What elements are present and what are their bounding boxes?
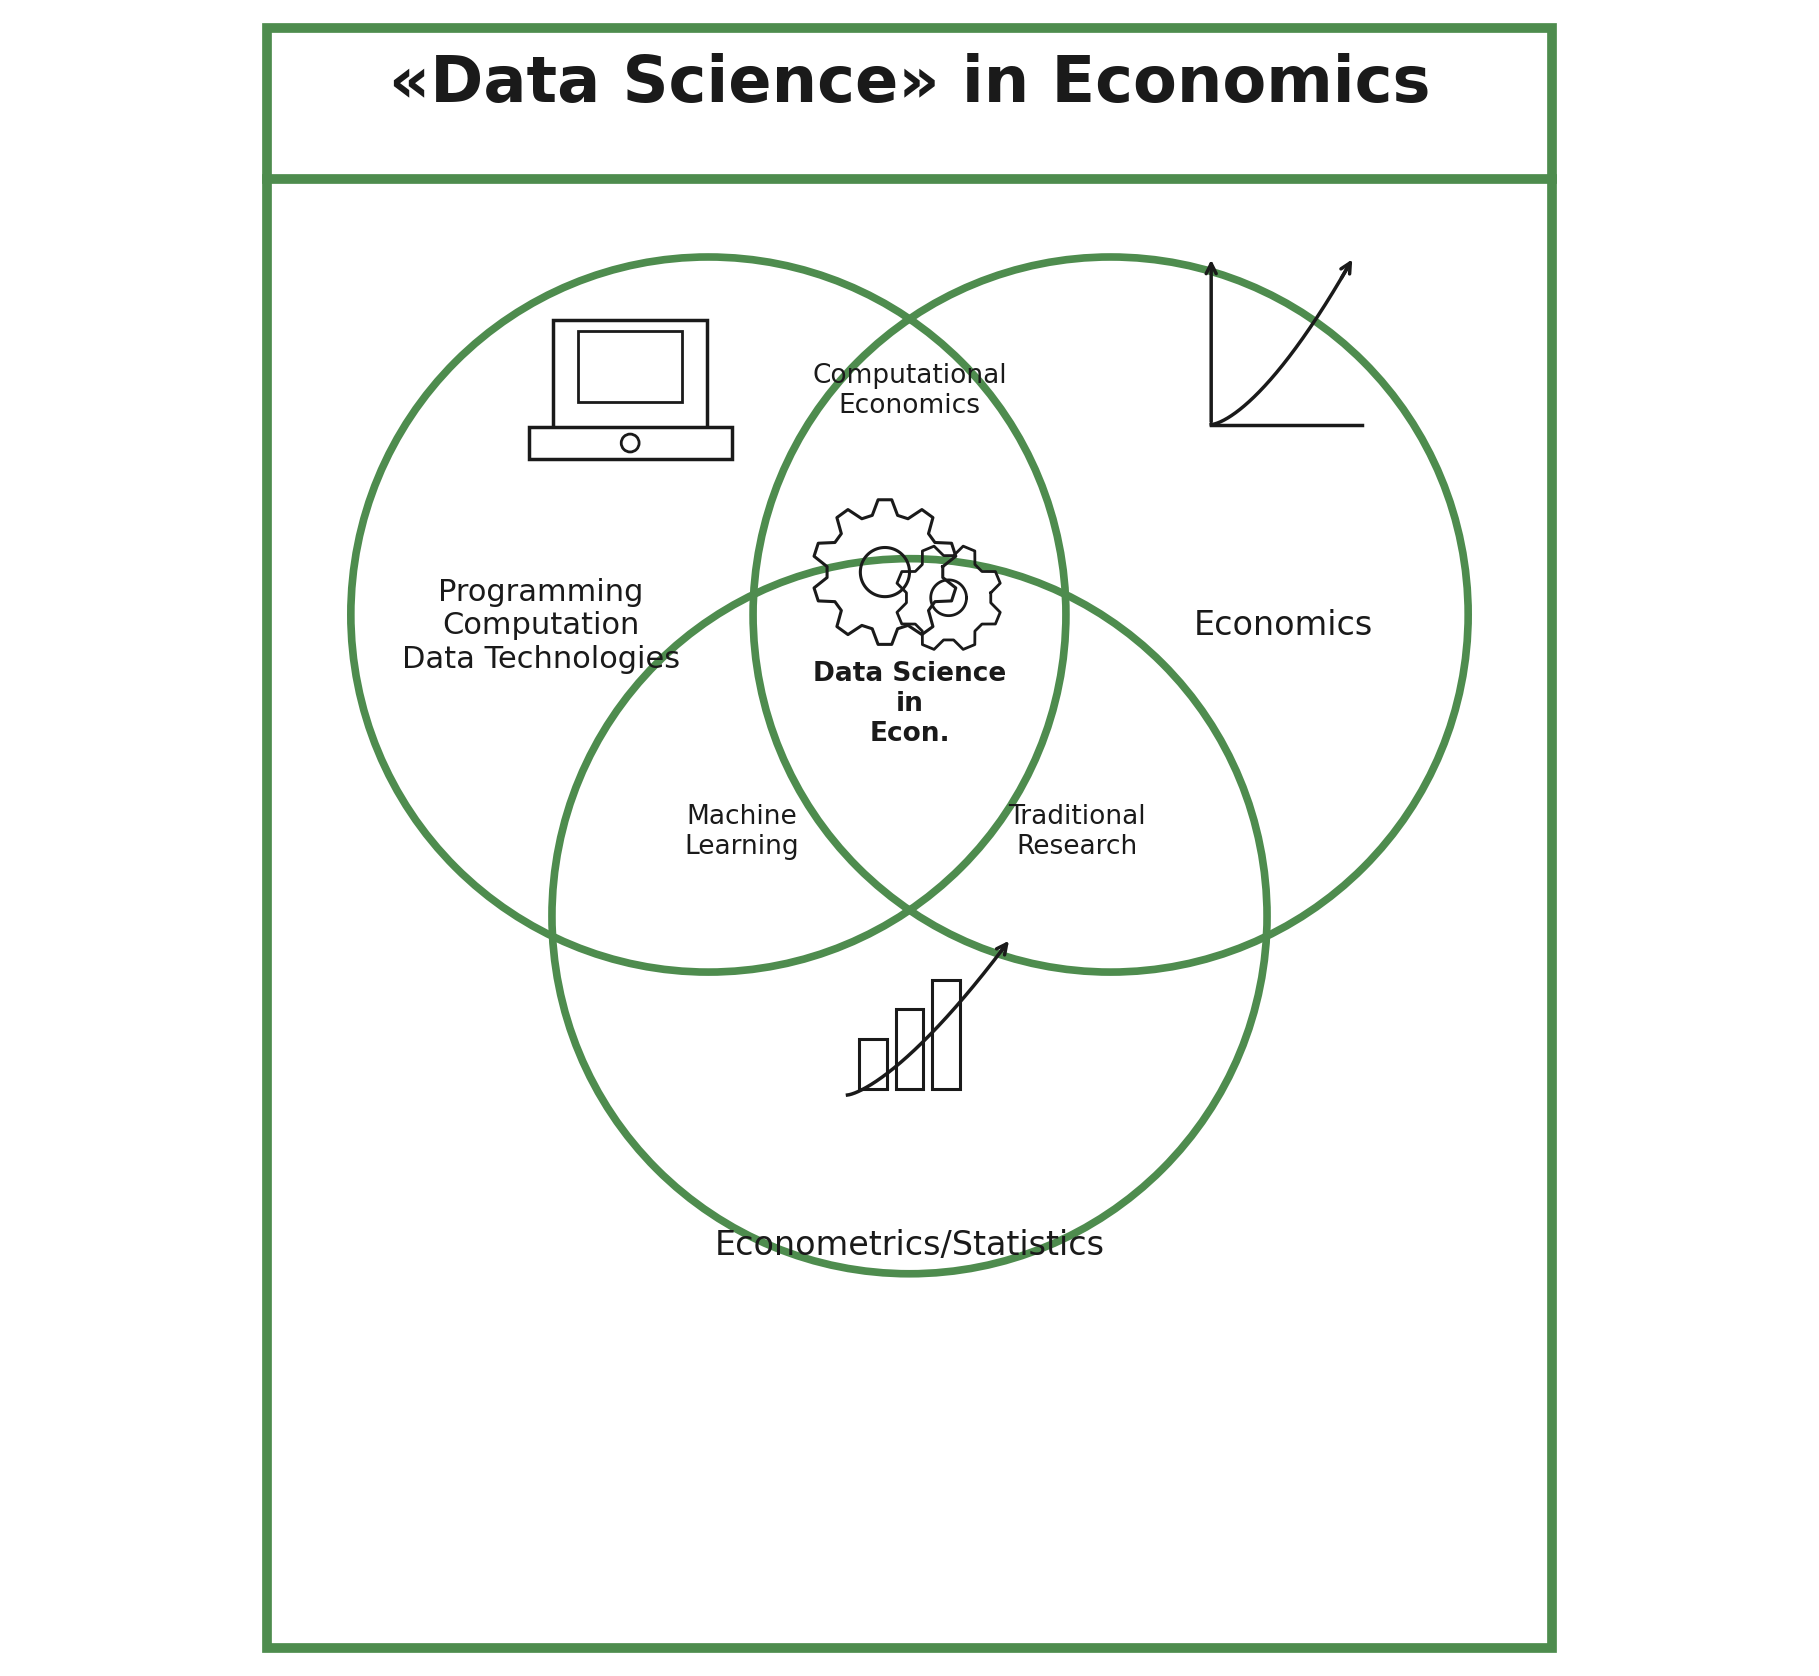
FancyBboxPatch shape [553,320,708,436]
Text: Computational
Economics: Computational Economics [813,364,1006,419]
Bar [859,1039,886,1089]
Bar [933,980,960,1089]
Text: Machine
Learning: Machine Learning [684,804,799,860]
Text: Traditional
Research: Traditional Research [1008,804,1146,860]
Text: Programming
Computation
Data Technologies: Programming Computation Data Technologie… [402,578,680,674]
Text: Econometrics/Statistics: Econometrics/Statistics [715,1229,1104,1262]
FancyBboxPatch shape [529,427,731,459]
Text: Economics: Economics [1195,608,1373,642]
Bar [895,1009,924,1089]
Text: «Data Science» in Economics: «Data Science» in Economics [389,54,1430,114]
Text: Data Science
in
Econ.: Data Science in Econ. [813,660,1006,747]
FancyBboxPatch shape [578,332,682,402]
